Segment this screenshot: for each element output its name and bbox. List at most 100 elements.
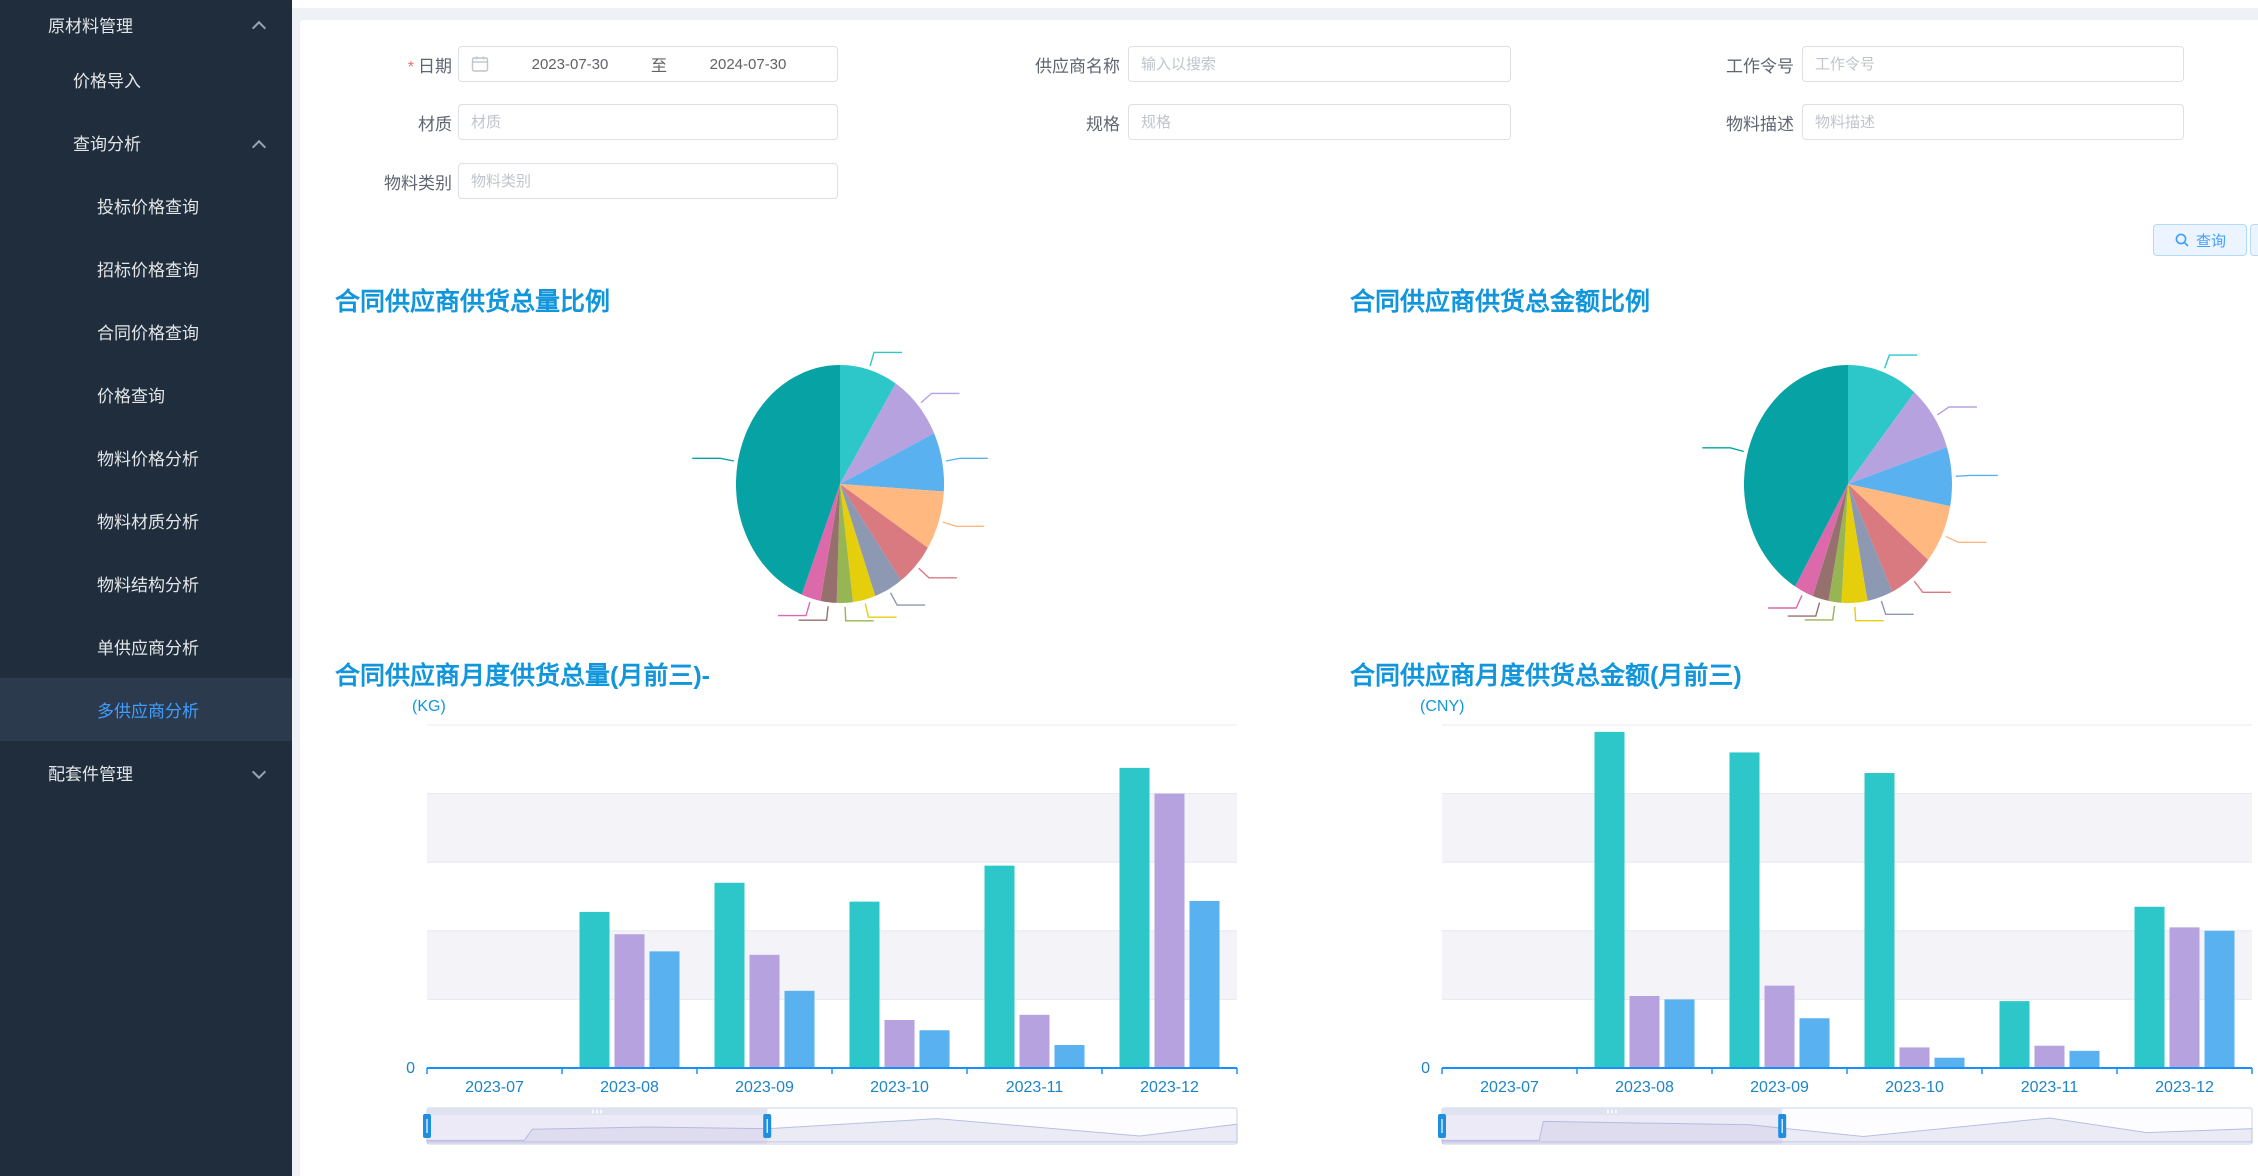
sidebar-item-单供应商分析[interactable]: 单供应商分析 <box>0 615 292 678</box>
pie-slice-6[interactable] <box>1841 484 1868 603</box>
sidebar-item-label: 多供应商分析 <box>97 702 199 721</box>
search-icon <box>2175 233 2189 247</box>
date-start-value[interactable]: 2023-07-30 <box>531 55 609 73</box>
grid-band <box>427 999 1237 1068</box>
input-material-desc-field[interactable] <box>1815 113 2171 131</box>
datazoom-sparkline <box>1441 1117 2253 1143</box>
sidebar-item-物料价格分析[interactable]: 物料价格分析 <box>0 426 292 489</box>
input-supplier-name[interactable] <box>1128 46 1511 82</box>
input-spec-field[interactable] <box>1141 113 1498 131</box>
query-button[interactable]: 查询 <box>2153 224 2247 256</box>
sidebar-item-合同价格查询[interactable]: 合同价格查询 <box>0 300 292 363</box>
input-work-order-field[interactable] <box>1815 55 2171 73</box>
required-asterisk: * <box>407 58 414 76</box>
pie-chart-total-quantity <box>692 351 988 622</box>
pie-slice-4[interactable] <box>1848 484 1929 592</box>
sidebar-item-物料结构分析[interactable]: 物料结构分析 <box>0 552 292 615</box>
bar-series2-2023-09 <box>784 990 815 1068</box>
bar-series2-2023-12 <box>1189 900 1220 1068</box>
x-axis-label: 2023-08 <box>1615 1079 1674 1096</box>
input-material[interactable] <box>458 104 838 140</box>
pie-slice-9[interactable] <box>1795 484 1848 596</box>
input-material-field[interactable] <box>471 113 825 131</box>
grid-band <box>1442 999 2252 1068</box>
datazoom-grip-dots <box>596 1109 598 1114</box>
sidebar-item-原材料管理[interactable]: 原材料管理 <box>0 0 292 48</box>
bar-series1-2023-08 <box>1629 995 1660 1068</box>
field-label-text: 物料描述 <box>1726 114 1794 134</box>
chevron-up-icon <box>252 17 266 31</box>
pie-slice-2[interactable] <box>1848 447 1952 507</box>
bar-series2-2023-11 <box>2069 1050 2100 1068</box>
pie-slice-2[interactable] <box>840 433 944 492</box>
input-supplier-name-field[interactable] <box>1141 55 1498 73</box>
pie-slice-0[interactable] <box>1848 365 1915 484</box>
sidebar-item-label: 物料价格分析 <box>97 450 199 469</box>
pie-slice-7[interactable] <box>1828 484 1849 603</box>
pie-label-leader-line <box>920 392 960 404</box>
input-material-category-field[interactable] <box>471 172 825 190</box>
pie-chart-total-amount <box>1702 354 1998 622</box>
sidebar-item-label: 配套件管理 <box>48 765 133 784</box>
sidebar-item-配套件管理[interactable]: 配套件管理 <box>0 741 292 804</box>
pie-slice-3[interactable] <box>840 484 944 548</box>
sidebar-item-物料材质分析[interactable]: 物料材质分析 <box>0 489 292 552</box>
grid-band <box>427 930 1237 1000</box>
sidebar-item-label: 招标价格查询 <box>97 261 199 280</box>
grid-band <box>1442 862 2252 931</box>
field-label-spec: 规格 <box>1086 110 1120 135</box>
pie-slice-1[interactable] <box>1848 392 1947 484</box>
sidebar-item-价格导入[interactable]: 价格导入 <box>0 48 292 111</box>
datazoom-sparkline <box>426 1118 1238 1143</box>
input-material-desc[interactable] <box>1802 104 2184 140</box>
sidebar-item-投标价格查询[interactable]: 投标价格查询 <box>0 174 292 237</box>
pie-slice-7[interactable] <box>836 484 853 603</box>
date-end-value[interactable]: 2024-07-30 <box>709 55 787 73</box>
sidebar-item-label: 查询分析 <box>73 135 141 154</box>
input-material-category[interactable] <box>458 163 838 199</box>
pie-slice-8[interactable] <box>820 484 841 603</box>
bar-series0-2023-10 <box>849 901 880 1068</box>
input-spec[interactable] <box>1128 104 1511 140</box>
bar-series0-2023-08 <box>1594 731 1625 1068</box>
pie-slice-1[interactable] <box>840 383 935 485</box>
bar-series0-2023-09 <box>1729 752 1760 1068</box>
pie-label-leader-line <box>864 603 897 618</box>
pie2-title: 合同供应商供货总金额比例 <box>1350 288 1651 316</box>
pie-slice-5[interactable] <box>1848 484 1893 601</box>
partial-button-edge[interactable] <box>2250 224 2258 256</box>
input-work-order[interactable] <box>1802 46 2184 82</box>
pie-slice-4[interactable] <box>840 484 928 581</box>
date-separator: 至 <box>651 58 668 75</box>
sidebar-item-招标价格查询[interactable]: 招标价格查询 <box>0 237 292 300</box>
sidebar-item-多供应商分析[interactable]: 多供应商分析 <box>0 678 292 741</box>
grid-band <box>427 793 1237 863</box>
form-row-material-category: 物料类别 <box>300 163 2258 199</box>
field-label-supplier-name: 供应商名称 <box>1035 52 1120 77</box>
chevron-down-icon <box>252 766 266 780</box>
pie-slice-8[interactable] <box>1812 484 1848 601</box>
sidebar-item-label: 合同价格查询 <box>97 324 199 343</box>
field-label-text: 材质 <box>418 114 452 134</box>
bar-series1-2023-11 <box>2034 1045 2065 1068</box>
sidebar: 原材料管理 价格导入查询分析投标价格查询 招标价格查询 合同价格查询价格查询物料价格分… <box>0 0 292 1176</box>
x-axis-label: 2023-09 <box>1750 1079 1809 1096</box>
field-label-material: 材质 <box>418 110 452 135</box>
pie-slice-6[interactable] <box>840 484 876 603</box>
sidebar-item-查询分析[interactable]: 查询分析 <box>0 111 292 174</box>
pie-slice-10[interactable] <box>1744 365 1848 587</box>
bar-chart-monthly-quantity: 2023-07 2023-08 2023-09 2023-10 2023-11 2023-… <box>406 724 1238 1145</box>
x-axis-label: 2023-12 <box>1140 1079 1199 1096</box>
pie-slice-5[interactable] <box>840 484 902 596</box>
pie-slice-0[interactable] <box>840 365 896 484</box>
pie-slice-9[interactable] <box>801 484 840 601</box>
pie-label-leader-line <box>778 601 811 617</box>
pie-slice-3[interactable] <box>1848 484 1951 560</box>
datazoom-grip-dots <box>1611 1109 1613 1114</box>
sidebar-item-label: 投标价格查询 <box>97 198 199 217</box>
pie-slice-10[interactable] <box>736 365 840 595</box>
x-axis-label: 2023-09 <box>735 1079 794 1096</box>
sidebar-item-价格查询[interactable]: 价格查询 <box>0 363 292 426</box>
date-range-input[interactable]: 2023-07-30 至 2024-07-30 <box>458 46 838 82</box>
bar-series2-2023-10 <box>1934 1057 1965 1068</box>
